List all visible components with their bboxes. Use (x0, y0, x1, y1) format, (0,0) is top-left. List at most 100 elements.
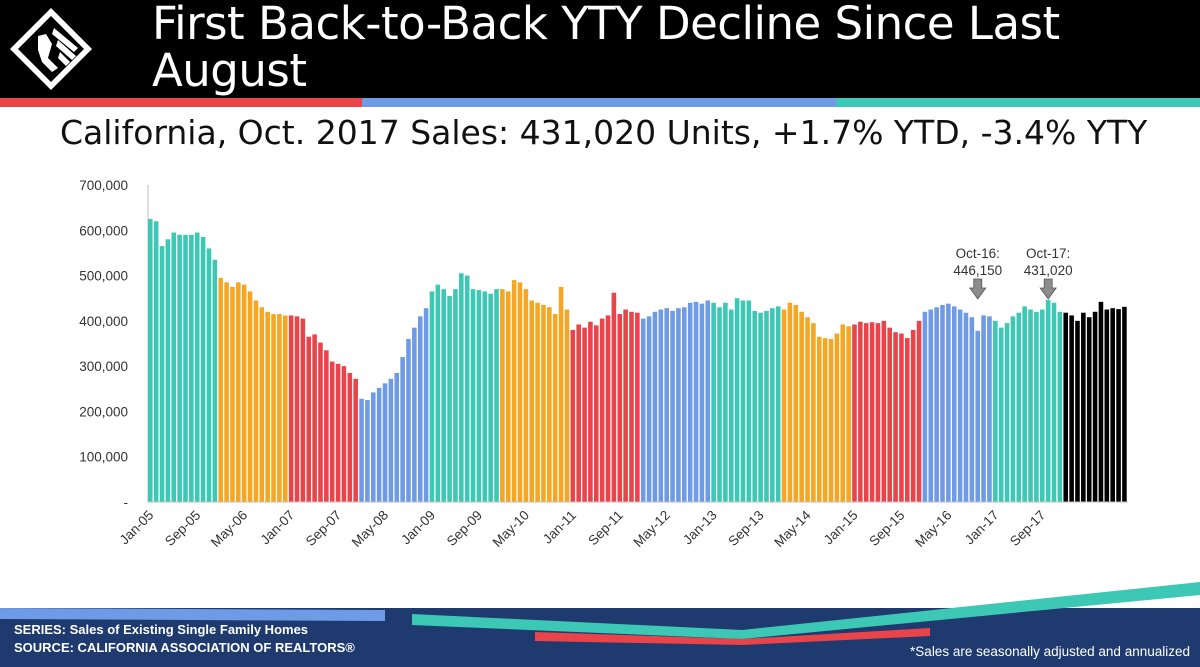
bar (1092, 311, 1098, 502)
bar (981, 315, 986, 502)
bar (329, 361, 335, 502)
bar (869, 322, 875, 502)
bar (728, 309, 734, 502)
bar (230, 286, 235, 502)
bar (1116, 309, 1121, 502)
bar (881, 320, 887, 502)
bar (335, 363, 341, 502)
bar (717, 307, 722, 502)
x-tick-label: Jan-13 (680, 508, 720, 548)
bar (394, 372, 400, 502)
bar (1010, 316, 1016, 502)
bar (406, 338, 411, 502)
bar (388, 378, 394, 502)
bar (1110, 308, 1115, 502)
bar (224, 282, 229, 502)
bar (805, 317, 810, 502)
bar (1104, 309, 1110, 502)
bar (670, 310, 675, 502)
header-stripe-teal (836, 98, 1200, 107)
bar (382, 383, 388, 502)
bar (470, 289, 476, 502)
bar (699, 303, 705, 502)
x-tick-label: Sep-13 (725, 508, 766, 549)
bar (635, 312, 640, 502)
bar (177, 234, 182, 502)
bar (734, 298, 740, 502)
bar (582, 327, 587, 502)
bar (588, 321, 593, 502)
bar (1122, 306, 1127, 502)
y-tick-label: 300,000 (79, 359, 128, 374)
bar (318, 342, 323, 502)
bar (1039, 309, 1045, 502)
bar (617, 314, 623, 502)
bar (611, 292, 617, 502)
annotation-label: Oct-17: (1026, 246, 1070, 261)
bar (1063, 312, 1069, 502)
car-logo-icon (10, 8, 92, 90)
x-tick-label: Jan-17 (962, 508, 1002, 548)
bar (1098, 301, 1104, 502)
bar (1075, 320, 1080, 502)
bar (206, 248, 212, 502)
bar (570, 329, 576, 502)
bar (423, 308, 429, 502)
bar (975, 330, 981, 502)
bar (1034, 311, 1039, 502)
bar (723, 302, 728, 502)
bar (529, 300, 535, 502)
bar (1069, 315, 1074, 502)
bar (153, 221, 159, 503)
bar (552, 314, 558, 502)
x-tick-label: Jan-15 (821, 508, 861, 548)
x-tick-label: May-06 (208, 508, 250, 550)
bar (693, 301, 699, 502)
bar (875, 323, 881, 502)
bar (300, 318, 306, 502)
bar (858, 321, 863, 502)
series-label: SERIES: Sales of Existing Single Family … (14, 622, 309, 637)
x-tick-label: May-08 (349, 508, 391, 550)
bar (1004, 323, 1010, 502)
bar (459, 273, 464, 502)
bar (811, 323, 816, 502)
bar (511, 280, 517, 502)
footer-stripe-blue (0, 608, 385, 621)
source-label: SOURCE: CALIFORNIA ASSOCIATION OF REALTO… (14, 640, 355, 655)
y-tick-label: 700,000 (79, 178, 128, 193)
bar (928, 309, 934, 502)
bar (288, 315, 294, 502)
bar (758, 312, 763, 502)
bar (488, 293, 493, 502)
bar (277, 314, 282, 502)
bar (828, 338, 834, 502)
bar (517, 282, 523, 502)
x-tick-label: Jan-07 (258, 508, 298, 548)
bar (957, 309, 963, 502)
bar (887, 327, 892, 502)
bar (200, 237, 206, 502)
bar (916, 320, 922, 502)
bar (1045, 299, 1051, 502)
footer-stripe-red (535, 628, 930, 645)
bar (822, 338, 828, 502)
x-tick-label: Sep-07 (303, 508, 344, 549)
bar (781, 309, 787, 502)
bar (282, 315, 288, 502)
bar (294, 316, 300, 502)
bar (1028, 309, 1033, 502)
bar-series (148, 218, 1127, 503)
footer-stripe-teal-right (742, 582, 1200, 639)
bar (799, 311, 804, 502)
bar (752, 310, 758, 502)
bar (212, 259, 218, 502)
bar (998, 327, 1004, 502)
x-tick-label: Sep-15 (866, 508, 907, 549)
annotation-value: 431,020 (1024, 263, 1073, 278)
bar (629, 311, 634, 502)
y-tick-label: 500,000 (79, 269, 128, 284)
bar (740, 300, 746, 502)
bar (347, 372, 353, 502)
